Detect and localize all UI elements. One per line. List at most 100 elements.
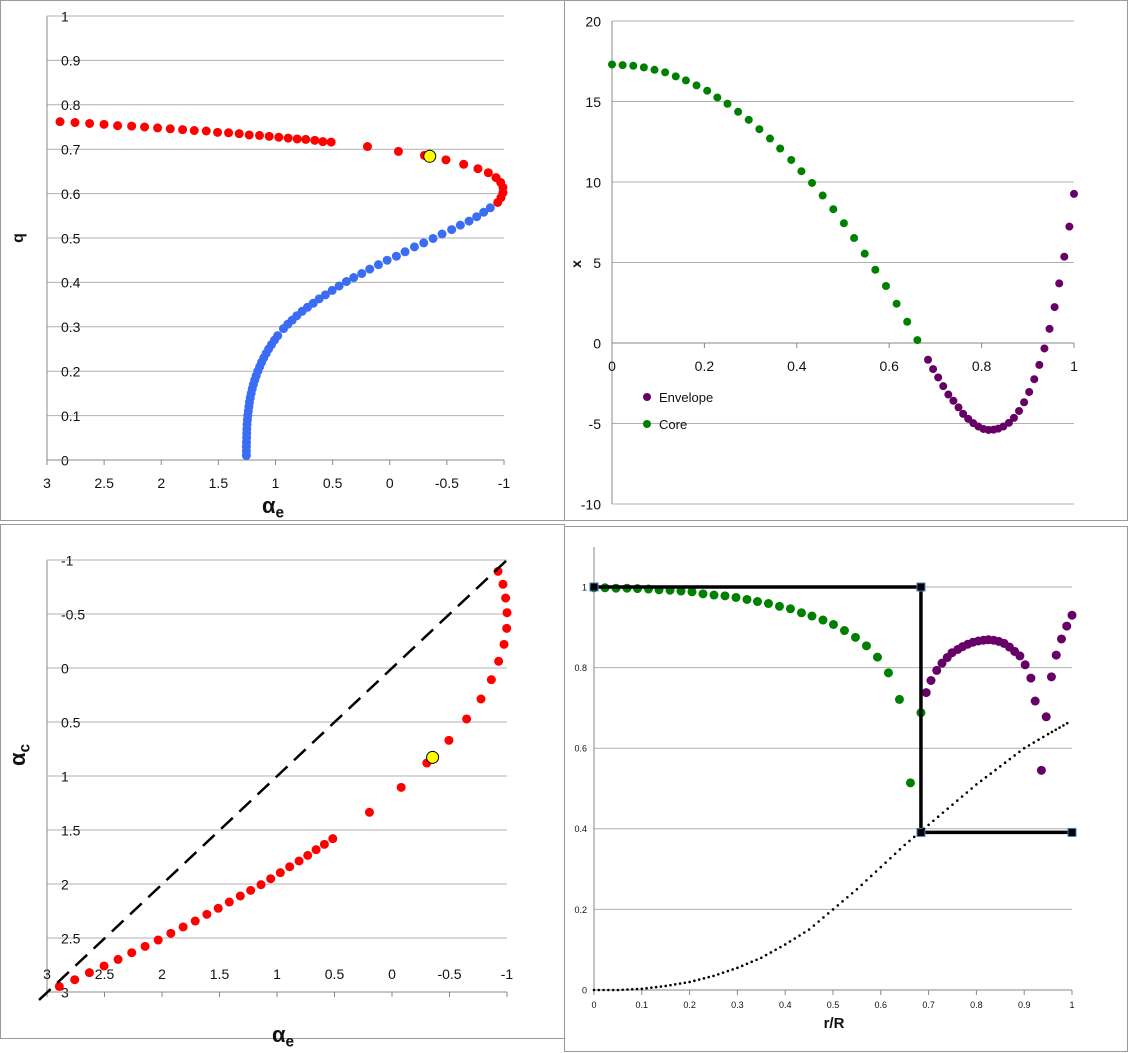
dotted-curve-point [697,978,701,981]
y-axis-title: x [568,260,584,268]
solutions-point [364,807,374,817]
envelope-point [1035,360,1044,369]
core-point [731,592,741,602]
solutions-point [256,880,266,890]
y-tick-label: 0.6 [61,186,81,202]
upper-branch-point [283,133,293,143]
core-point [850,632,860,642]
dotted-curve-point [979,779,983,783]
core-point [839,626,849,636]
upper-branch-point [255,130,265,140]
dotted-curve-point [630,987,634,991]
x-tick-label: -0.5 [435,475,459,491]
envelope-point [921,688,931,698]
y-tick-label: 1.5 [61,822,81,838]
upper-branch-point [224,128,234,138]
chart-svg: 0 0.2 0.4 0.6 0.8 1 0 0.1 0.2 0.3 0.4 0.5 0.6 0.7 0.8 0… [574,547,1077,1032]
x-tick-label: 0.4 [779,1000,792,1010]
y-tick-label: 0.9 [61,53,81,69]
solutions-point [127,948,137,958]
envelope-point [1070,189,1078,198]
x-tick-label: 2.5 [95,966,115,982]
upper-branch-point [113,121,123,131]
dotted-curve-point [750,960,754,964]
core-point [872,652,882,662]
y-tick-label: 5 [593,255,601,271]
upper-branch-point [244,130,254,140]
solutions-point [476,694,486,704]
dotted-curve-point [850,891,854,895]
upper-branch-point [189,126,199,136]
x-tick-label: 2 [157,475,165,491]
solutions-point [444,735,454,745]
x-tick-label: 0.8 [972,358,992,374]
solutions-point [502,608,512,618]
lower-branch-point [241,451,251,461]
core-point [787,155,796,164]
core-point [796,608,806,618]
dotted-curve-point [803,931,806,934]
y-tick-label: 0 [61,660,69,676]
envelope-point [934,373,943,382]
upper-branch-point [493,197,503,207]
core-point [892,299,901,308]
solutions-point [275,868,285,878]
core-point [744,115,753,124]
dotted-curve-point [893,852,897,856]
upper-branch-point [234,129,244,139]
solutions-point [396,782,406,792]
envelope-point [1020,398,1029,407]
chart-alpha-c-vs-alpha-e: -1 -0.5 0 0.5 1 1.5 2 2.5 3 3 2.5 2 1.5 1 0.5 0 -0.5 -1 αe… [0,524,565,1049]
dotted-curve-point [1037,738,1040,742]
envelope-point [937,658,947,668]
dotted-curve-point [994,768,997,772]
x-tick-label: -0.5 [437,966,461,982]
highlighted-point-point [423,149,437,163]
envelope-point [1015,651,1025,661]
solutions-point [311,845,321,855]
dotted-curve-point [783,943,787,946]
dotted-curve-point [731,968,734,971]
dotted-curve-point [683,981,687,985]
x-axis-title-sub: e [285,1033,294,1049]
x-axis-title: αe [262,493,285,521]
envelope-point [1030,696,1040,706]
dotted-curve-point [908,839,911,843]
dotted-curve-point [1046,732,1050,736]
envelope-point [926,675,936,685]
y-axis-title-sub: c [16,744,33,753]
core-point [881,282,890,291]
y-tick-label: 0 [582,985,587,995]
envelope-point [959,409,968,418]
x-tick-label: 1 [272,475,280,491]
solutions-point [246,885,256,895]
core-point [828,619,838,629]
upper-branch-point [213,127,223,137]
core-point [698,589,708,599]
solutions-point [140,941,150,951]
envelope-point [944,390,953,399]
dotted-curve-point [965,791,969,794]
core-point [905,778,915,788]
dotted-curve-point [616,988,620,992]
core-point [752,597,762,607]
dotted-curve-point [1054,728,1058,732]
solutions-point [499,639,509,649]
lower-branch-point [373,260,383,270]
upper-branch-point [264,131,274,141]
lower-branch-point [327,285,337,295]
solutions-point [494,656,504,666]
solutions-point [190,916,200,926]
core-point [709,590,719,600]
x-tick-label: 0.7 [922,1000,935,1010]
core-point [681,76,690,85]
envelope-point [1009,413,1018,422]
dotted-curve-point [611,988,615,992]
x-tick-label: 0.2 [695,358,715,374]
dotted-curve-point [1032,741,1036,744]
dotted-curve-point [640,987,644,991]
x-tick-label: 1.5 [209,475,229,491]
dotted-curve-point [707,975,711,979]
highlighted-point-point [426,750,440,764]
core-point [723,99,732,108]
